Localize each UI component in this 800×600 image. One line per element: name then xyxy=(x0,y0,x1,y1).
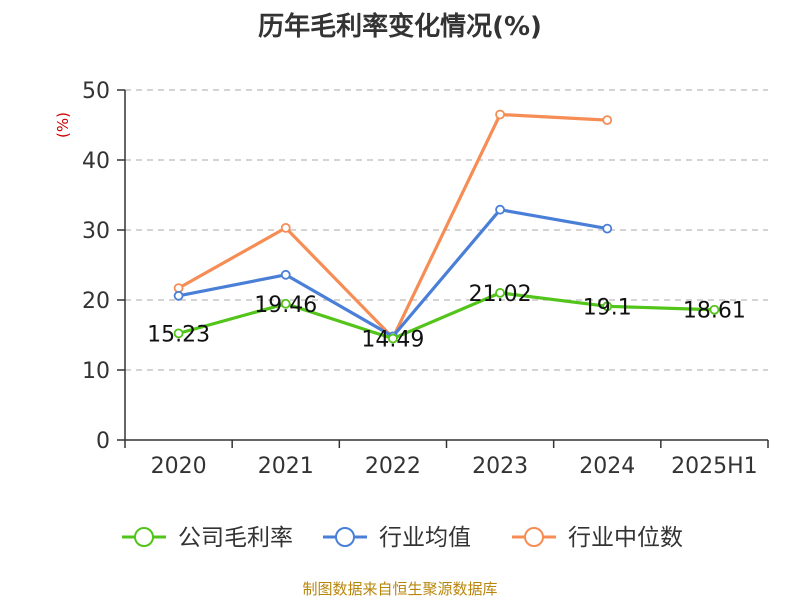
series-layer xyxy=(173,109,720,344)
chart-title: 历年毛利率变化情况(%) xyxy=(258,12,542,42)
grid-layer xyxy=(125,89,768,371)
data-point xyxy=(495,287,505,298)
legend-label: 行业均值 xyxy=(379,525,471,551)
y-tick-label: 20 xyxy=(82,289,110,314)
data-point xyxy=(709,304,720,315)
legend-label: 公司毛利率 xyxy=(178,525,293,551)
y-tick-label: 10 xyxy=(82,359,110,384)
x-tick-label: 2020 xyxy=(151,454,207,479)
data-label: 19.1 xyxy=(583,295,632,320)
y-tick-label: 30 xyxy=(82,219,110,244)
data-point xyxy=(280,269,291,280)
data-point xyxy=(280,222,291,233)
data-point xyxy=(388,333,398,344)
legend-marker xyxy=(134,527,154,547)
legend-marker xyxy=(335,527,355,547)
y-tick-label: 0 xyxy=(96,429,110,454)
series-line-0 xyxy=(178,291,715,341)
data-point xyxy=(495,204,505,215)
data-label: 14.49 xyxy=(361,328,424,353)
x-tick-label: 2021 xyxy=(258,454,314,479)
data-point xyxy=(173,328,184,339)
data-point xyxy=(280,298,291,309)
legend-marker xyxy=(524,527,544,547)
data-label: 21.02 xyxy=(469,282,532,307)
source-note: 制图数据来自恒生聚源数据库 xyxy=(302,580,498,598)
x-tick-label: 2024 xyxy=(579,454,635,479)
data-label: 19.46 xyxy=(254,293,317,318)
y-axis-unit-label: (%) xyxy=(54,112,72,138)
legend-label: 行业中位数 xyxy=(568,525,683,551)
data-point xyxy=(602,301,613,312)
series-line-2 xyxy=(177,112,608,340)
axis-layer: 0 10 20 30 40 50 2020 2021 2022 2023 2024 2025H1 xyxy=(82,79,769,479)
series-line-1 xyxy=(178,208,608,338)
y-tick-label: 50 xyxy=(82,79,110,104)
y-tick-label: 40 xyxy=(82,149,110,174)
legend: 公司毛利率 行业均值 行业中位数 xyxy=(122,525,683,551)
x-tick-label: 2022 xyxy=(365,454,421,479)
x-tick-label: 2023 xyxy=(472,454,528,479)
data-label-layer: 15.23 19.46 14.49 21.02 19.1 18.61 xyxy=(147,282,746,353)
data-point xyxy=(602,115,613,125)
data-label: 18.61 xyxy=(683,299,746,324)
x-tick-label: 2025H1 xyxy=(671,454,758,479)
data-label: 15.23 xyxy=(147,322,210,347)
data-point xyxy=(602,223,613,234)
data-point xyxy=(495,109,505,120)
data-point xyxy=(173,290,184,301)
